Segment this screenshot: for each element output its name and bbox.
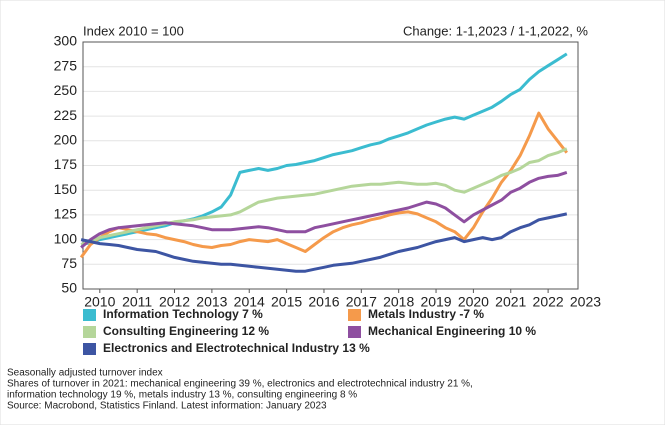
legend-label: Mechanical Engineering 10 %	[368, 324, 536, 338]
x-tick-label: 2022	[533, 294, 564, 310]
x-tick-label: 2012	[159, 294, 190, 310]
x-tick-label: 2010	[84, 294, 115, 310]
x-tick-label: 2015	[271, 294, 302, 310]
footnote: Source: Macrobond, Statistics Finland. L…	[7, 401, 327, 412]
legend-label: Electronics and Electrotechnical Industr…	[103, 341, 370, 355]
footnote: Seasonally adjusted turnover index	[7, 368, 163, 379]
legend-label: Information Technology 7 %	[103, 307, 263, 321]
x-tick-label: 2020	[458, 294, 489, 310]
y-tick-label: 275	[54, 57, 78, 73]
plot-frame	[82, 41, 579, 290]
chart-title: Index 2010 = 100	[83, 23, 184, 38]
legend-swatch	[83, 326, 96, 338]
y-tick-label: 50	[61, 280, 77, 296]
x-tick-label: 2016	[308, 294, 339, 310]
y-tick-label: 75	[61, 255, 77, 271]
x-tick-label: 2018	[383, 294, 414, 310]
legend-swatch	[348, 309, 361, 321]
y-tick-label: 300	[54, 33, 78, 49]
y-tick-label: 225	[54, 107, 78, 123]
x-tick-label: 2017	[346, 294, 377, 310]
footnote: information technology 19 %, metals indu…	[7, 390, 357, 401]
legend-swatch	[83, 343, 96, 355]
chart-subtitle: Change: 1-1,2023 / 1-1,2022, %	[403, 23, 588, 38]
series-line	[80, 52, 568, 246]
y-tick-label: 250	[54, 82, 78, 98]
legend-swatch	[83, 309, 96, 321]
x-tick-label: 2019	[420, 294, 451, 310]
y-tick-label: 150	[54, 181, 78, 197]
x-tick-label: 2011	[122, 294, 152, 310]
x-tick-label: 2014	[234, 294, 265, 310]
legend-label: Consulting Engineering 12 %	[103, 324, 269, 338]
x-tick-label: 2023	[570, 294, 601, 310]
y-tick-label: 125	[54, 206, 78, 222]
y-tick-label: 200	[54, 132, 78, 148]
series-line	[80, 170, 568, 249]
y-tick-label: 100	[54, 230, 78, 246]
series-line	[80, 212, 568, 273]
x-tick-label: 2013	[196, 294, 227, 310]
x-tick-label: 2021	[495, 294, 526, 310]
footnote: Shares of turnover in 2021: mechanical e…	[7, 379, 473, 390]
legend-label: Metals Industry -7 %	[368, 307, 484, 321]
y-tick-label: 175	[54, 156, 78, 172]
legend-swatch	[348, 326, 361, 338]
